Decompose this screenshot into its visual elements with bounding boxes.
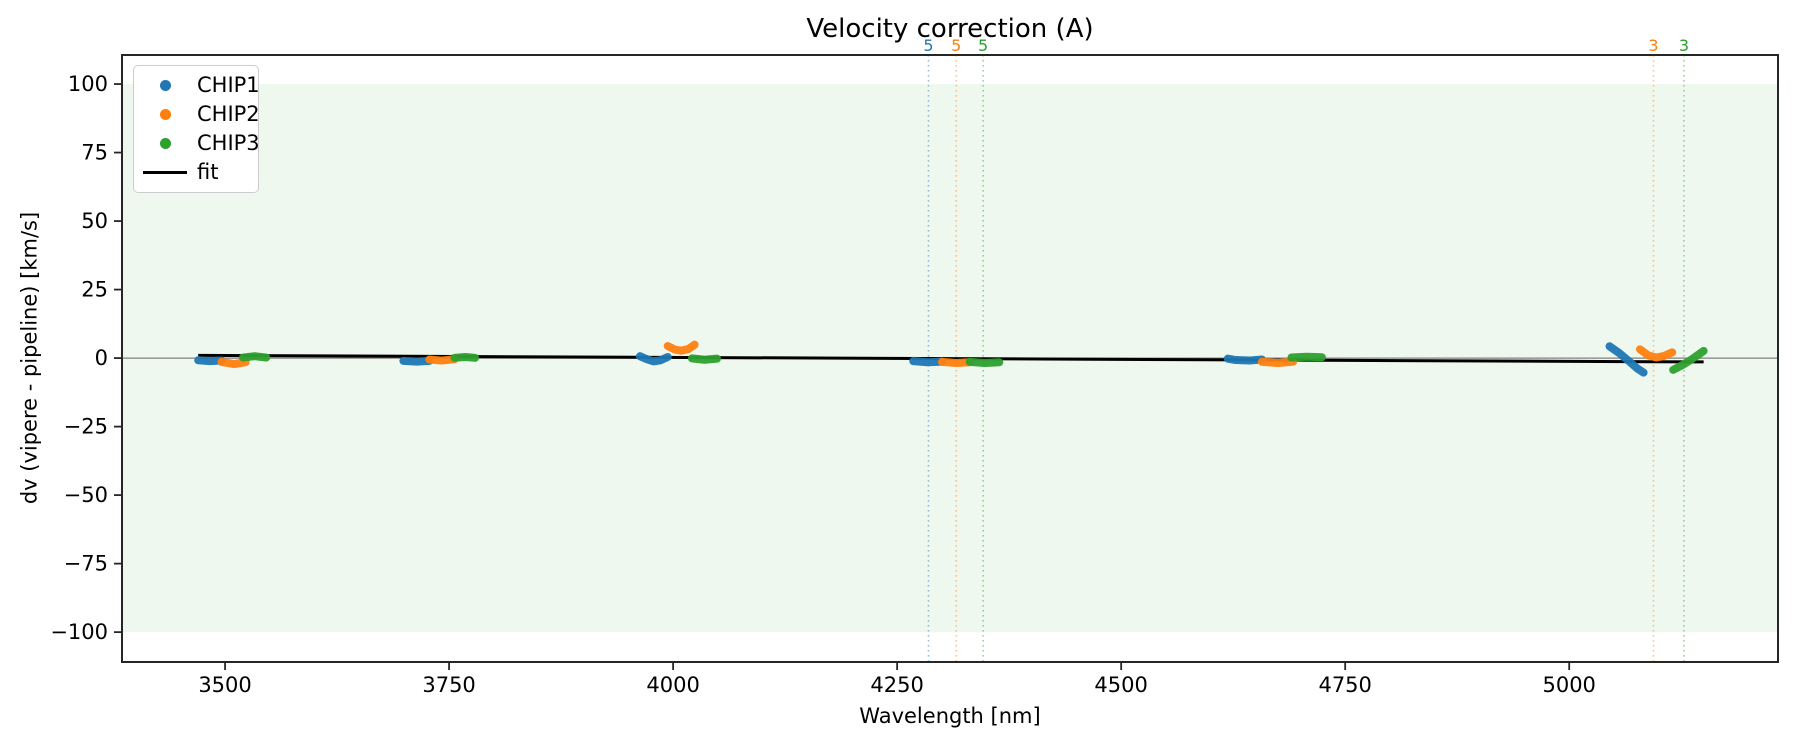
scatter-cluster-chip1 [194,356,226,366]
y-tick-label: −100 [50,620,108,644]
legend-entry-chip2: CHIP2 [142,100,260,129]
x-tick-label: 4750 [1318,673,1371,697]
order-vline-label: 3 [1648,36,1658,55]
chart-title: Velocity correction (A) [806,14,1094,44]
scatter-cluster-chip1 [399,356,434,366]
scatter-cluster-chip2 [217,357,250,369]
y-tick-label: −25 [64,415,108,439]
legend: CHIP1 CHIP2 CHIP3 fit [133,65,260,193]
legend-entry-chip3: CHIP3 [142,129,260,158]
scatter-cluster-chip1 [1605,342,1648,377]
order-vline-label: 3 [1679,36,1689,55]
scatter-cluster-chip2 [1257,357,1298,368]
x-tick-label: 4250 [870,673,923,697]
y-axis-label: dv (vipere - pipeline) [km/s] [17,211,42,505]
scatter-cluster-chip2 [937,357,974,368]
scatter-cluster-chip3 [687,354,722,364]
y-tick-label: −50 [64,483,108,507]
legend-label: CHIP3 [197,131,260,155]
y-tick-label: 100 [68,72,108,96]
scatter-cluster-chip2 [425,355,459,365]
legend-marker [159,109,171,120]
legend-marker [143,170,187,175]
scatter-cluster-chip2 [1636,345,1677,362]
legend-dot-icon [142,80,188,91]
scatter-cluster-chip1 [909,357,946,367]
x-tick-label: 5000 [1542,673,1595,697]
x-tick-label: 3500 [198,673,251,697]
scatter-cluster-chip3 [1287,352,1326,362]
x-tick-label: 3750 [422,673,475,697]
y-tick-label: 0 [95,346,108,370]
x-tick-label: 4500 [1094,673,1147,697]
y-tick-label: 25 [81,278,108,302]
scatter-cluster-chip1 [635,352,672,366]
legend-label: CHIP2 [197,102,260,126]
legend-dot-icon [142,138,188,149]
legend-marker [159,138,171,149]
legend-entry-fit: fit [142,158,252,187]
y-tick-label: 75 [81,141,108,165]
y-tick-label: −75 [64,552,108,576]
x-axis-label: Wavelength [nm] [859,704,1041,728]
scatter-cluster-chip2 [663,340,699,355]
legend-label: fit [197,160,219,184]
legend-entry-chip1: CHIP1 [142,71,260,100]
order-vline-label: 5 [923,36,933,55]
scatter-cluster-chip3 [1669,346,1708,374]
scatter-cluster-chip3 [450,352,480,362]
scatter-cluster-chip3 [238,352,271,362]
order-vline-label: 5 [951,36,961,55]
legend-marker [159,80,171,91]
legend-dot-icon [142,109,188,120]
x-tick-label: 4000 [646,673,699,697]
scatter-cluster-chip3 [965,357,1004,368]
legend-line-icon [142,170,188,175]
legend-label: CHIP1 [197,73,260,97]
order-vline-label: 5 [978,36,988,55]
y-tick-label: 50 [81,209,108,233]
scatter-cluster-chip1 [1223,354,1266,365]
